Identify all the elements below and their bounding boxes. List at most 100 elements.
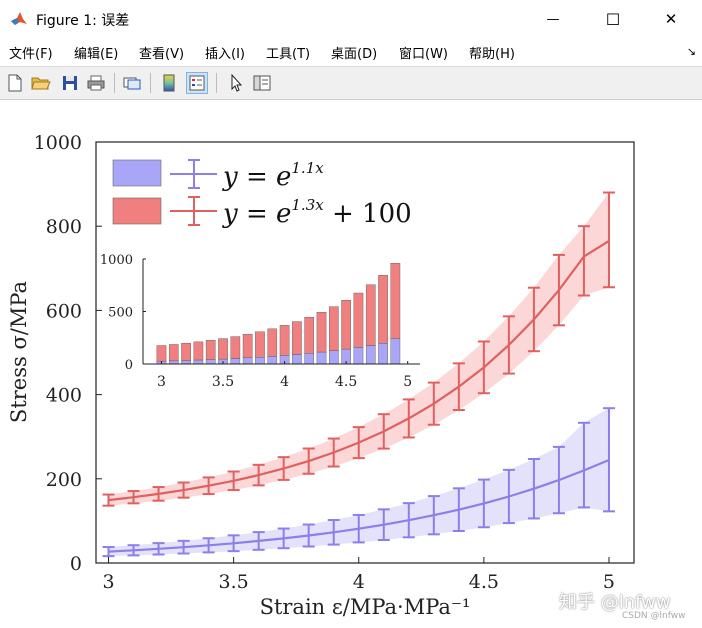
y-tick-label: 200 — [46, 469, 82, 491]
errorbar-series-2 — [127, 490, 140, 505]
toolbar-separator — [150, 73, 151, 93]
legend-patch-series-2 — [112, 197, 162, 225]
new-figure-button[interactable] — [4, 72, 26, 94]
errorbar-series-1 — [227, 534, 240, 553]
print-button[interactable] — [85, 72, 107, 94]
menu-help[interactable]: 帮助(H) — [469, 47, 515, 62]
errorbar-series-1 — [277, 527, 290, 550]
menu-insert[interactable]: 插入(I) — [205, 47, 245, 62]
legend-icon — [189, 75, 205, 91]
errorbar-series-1 — [102, 546, 115, 558]
dock-arrow-icon[interactable]: ↘ — [686, 45, 696, 58]
close-icon: ✕ — [664, 10, 678, 28]
x-tick-label: 3 — [102, 571, 114, 593]
inset-bar-series-2 — [316, 312, 327, 353]
inset-bar-series-2 — [378, 275, 388, 344]
legend: y = e1.1x y = e1.3x + 100 — [112, 159, 412, 229]
inset-bar-series-1 — [378, 343, 388, 365]
chart: 3 3.5 4 4.5 5 0 200 400 600 800 1000 Strain ε/MPa… — [7, 132, 635, 619]
inset-bar-series-1 — [230, 358, 241, 365]
menu-bar: 文件(F) 编辑(E) 查看(V) 插入(I) 工具(T) 桌面(D) 窗口(W… — [0, 38, 702, 66]
watermark-small: CSDN @lnfww — [622, 611, 686, 621]
errorbar-series-1 — [152, 542, 165, 556]
errorbar-series-2 — [452, 362, 465, 412]
inset-bar-series-2 — [365, 284, 376, 346]
x-tick-label: 4.5 — [469, 571, 499, 593]
inset-bar-series-2 — [304, 317, 315, 354]
pointer-button[interactable] — [225, 72, 247, 94]
menu-desktop[interactable]: 桌面(D) — [331, 47, 378, 62]
errorbar-series-1 — [402, 502, 415, 539]
legend-label-series-2: y = e1.3x + 100 — [222, 196, 412, 229]
colorbar-icon — [163, 74, 175, 92]
inset-y-tick-label: 1000 — [100, 253, 133, 268]
inset-bar-series-2 — [255, 331, 265, 358]
menu-window[interactable]: 窗口(W) — [399, 47, 448, 62]
errorbar-series-2 — [252, 463, 265, 487]
inset-y-tick-label: 500 — [108, 306, 133, 321]
minimize-button[interactable]: — — [530, 0, 576, 38]
menu-view[interactable]: 查看(V) — [139, 47, 185, 62]
x-tick-label: 4 — [353, 571, 365, 593]
inset-x-tick-label: 3.5 — [212, 374, 234, 390]
inset-bar-series-2 — [181, 343, 191, 361]
inset-bar-series-1 — [193, 359, 204, 365]
colorbar-button[interactable] — [158, 72, 180, 94]
inset-bar-series-2 — [353, 292, 364, 348]
inset-bar-series-1 — [353, 347, 364, 365]
errorbar-series-1 — [202, 537, 215, 554]
errorbar-series-1 — [577, 421, 590, 509]
legend-button[interactable] — [186, 72, 208, 94]
errorbar-series-1 — [377, 508, 390, 542]
errorbar-series-2 — [227, 470, 240, 492]
new-figure-icon — [8, 74, 22, 92]
menu-file[interactable]: 文件(F) — [9, 47, 53, 62]
open-icon — [31, 77, 51, 90]
inset-bar-series-1 — [181, 360, 191, 365]
y-axis-label: Stress σ/MPa — [7, 281, 31, 423]
inset-bar-series-2 — [230, 336, 241, 359]
toolbar-separator — [114, 73, 115, 93]
open-button[interactable] — [30, 72, 52, 94]
errorbar-series-1 — [602, 407, 615, 513]
errorbar-series-2 — [352, 426, 365, 460]
errorbar-series-1 — [477, 478, 490, 529]
pointer-icon — [231, 74, 243, 92]
inset-bar-series-1 — [292, 354, 302, 365]
errorbar-series-2 — [327, 437, 340, 468]
matlab-icon — [11, 12, 27, 25]
inset-bar-series-1 — [205, 359, 216, 365]
legend-patch-series-1 — [112, 159, 162, 187]
inset-bar-series-1 — [255, 356, 265, 365]
inset-y-tick-label: 0 — [125, 358, 133, 373]
link-plot-icon — [123, 77, 141, 90]
inset-bar-series-1 — [304, 353, 315, 365]
errorbar-series-2 — [377, 413, 390, 450]
inset-bar-series-2 — [193, 341, 204, 361]
inset-bar-series-2 — [218, 338, 228, 360]
link-plot-button[interactable] — [121, 72, 143, 94]
errorbar-series-2 — [152, 486, 165, 502]
maximize-button[interactable]: ☐ — [590, 0, 636, 38]
errorbar-series-1 — [527, 458, 540, 520]
close-button[interactable]: ✕ — [648, 0, 694, 38]
errorbar-series-1 — [127, 544, 140, 557]
minimize-icon: — — [546, 11, 560, 27]
errorbar-series-1 — [327, 519, 340, 546]
inset-bar-series-2 — [205, 340, 216, 360]
inset-bar-series-2 — [292, 321, 302, 355]
save-button[interactable] — [59, 72, 81, 94]
menu-edit[interactable]: 编辑(E) — [74, 47, 119, 62]
errorbar-series-2 — [477, 340, 490, 395]
inset-bar-series-2 — [168, 344, 179, 362]
menu-tools[interactable]: 工具(T) — [266, 47, 311, 62]
errorbar-series-2 — [202, 476, 215, 496]
x-axis-label: Strain ε/MPa·MPa⁻¹ — [260, 595, 471, 619]
inset-x-tick-label: 4 — [280, 374, 289, 390]
y-tick-label: 800 — [46, 216, 82, 238]
property-inspector-button[interactable] — [251, 72, 273, 94]
errorbar-series-2 — [177, 481, 190, 499]
inset-x-tick-label: 4.5 — [335, 374, 357, 390]
figure-toolbar — [0, 66, 702, 100]
property-inspector-icon — [253, 75, 271, 91]
